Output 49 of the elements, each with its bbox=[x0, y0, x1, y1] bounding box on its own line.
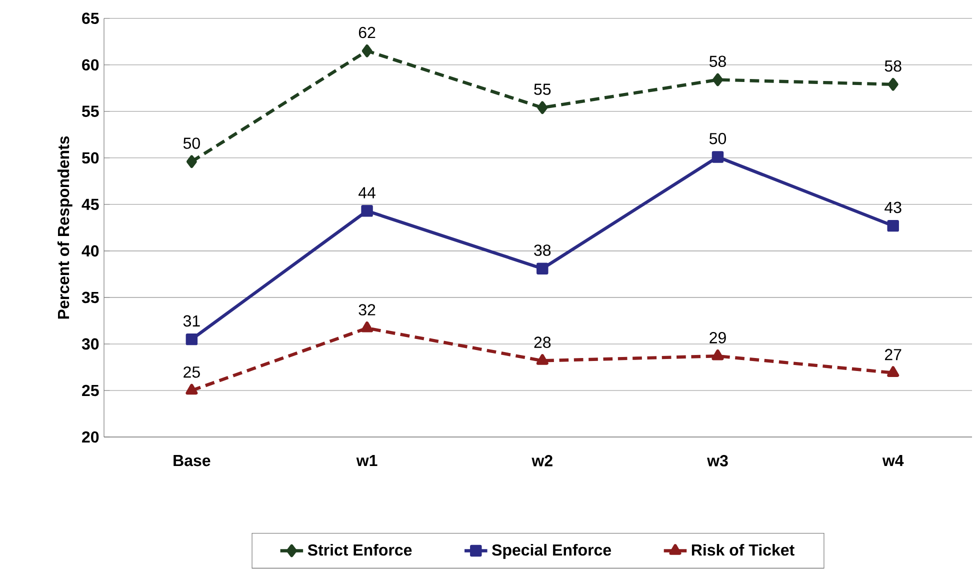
x-tick-label: Base bbox=[174, 455, 210, 466]
y-tick-label: 45 bbox=[82, 198, 99, 210]
point bbox=[712, 151, 724, 163]
data-label: 38 bbox=[534, 244, 551, 256]
point bbox=[536, 262, 548, 274]
data-label: 44 bbox=[358, 187, 376, 198]
data-label: 27 bbox=[885, 348, 902, 360]
x-tick-label: w2 bbox=[532, 455, 552, 466]
point bbox=[186, 333, 198, 346]
x-tick-label: w1 bbox=[356, 455, 378, 466]
legend-label: Special Enforce bbox=[492, 544, 612, 559]
data-label: 43 bbox=[884, 202, 902, 214]
y-tick-label: 65 bbox=[82, 12, 99, 24]
point bbox=[888, 78, 898, 91]
point bbox=[186, 384, 198, 395]
y-tick-label: 30 bbox=[82, 338, 99, 350]
data-label: 58 bbox=[710, 56, 726, 68]
legend-label: Risk of Ticket bbox=[692, 544, 794, 556]
legend-label: Strict Enforce bbox=[308, 544, 412, 556]
data-label: 29 bbox=[710, 332, 726, 344]
data-label: 58 bbox=[884, 60, 902, 72]
point bbox=[362, 44, 372, 58]
point bbox=[361, 205, 373, 217]
point bbox=[712, 349, 724, 360]
data-label: 31 bbox=[183, 315, 200, 327]
data-label: 62 bbox=[358, 26, 376, 38]
data-label: 55 bbox=[534, 84, 551, 95]
y-tick-label: 25 bbox=[82, 384, 99, 396]
point bbox=[712, 73, 723, 86]
point bbox=[887, 220, 899, 232]
data-label: 50 bbox=[183, 138, 200, 149]
x-tick-label: w3 bbox=[707, 455, 728, 466]
point bbox=[887, 366, 900, 377]
data-label: 28 bbox=[534, 336, 551, 348]
y-tick-label: 35 bbox=[82, 292, 99, 304]
x-tick-label: w4 bbox=[882, 455, 904, 466]
point bbox=[186, 155, 197, 168]
y-tick-label: 50 bbox=[82, 152, 99, 164]
data-label: 25 bbox=[184, 366, 200, 378]
y-axis-title: Percent of Respondents bbox=[57, 136, 72, 319]
y-tick-label: 55 bbox=[82, 106, 99, 117]
point bbox=[361, 321, 374, 332]
point bbox=[536, 354, 548, 365]
y-tick-label: 20 bbox=[82, 431, 99, 443]
point bbox=[537, 101, 548, 114]
data-label: 32 bbox=[358, 304, 376, 316]
y-tick-label: 40 bbox=[82, 245, 99, 257]
data-label: 50 bbox=[710, 132, 726, 144]
y-tick-label: 60 bbox=[82, 59, 99, 71]
